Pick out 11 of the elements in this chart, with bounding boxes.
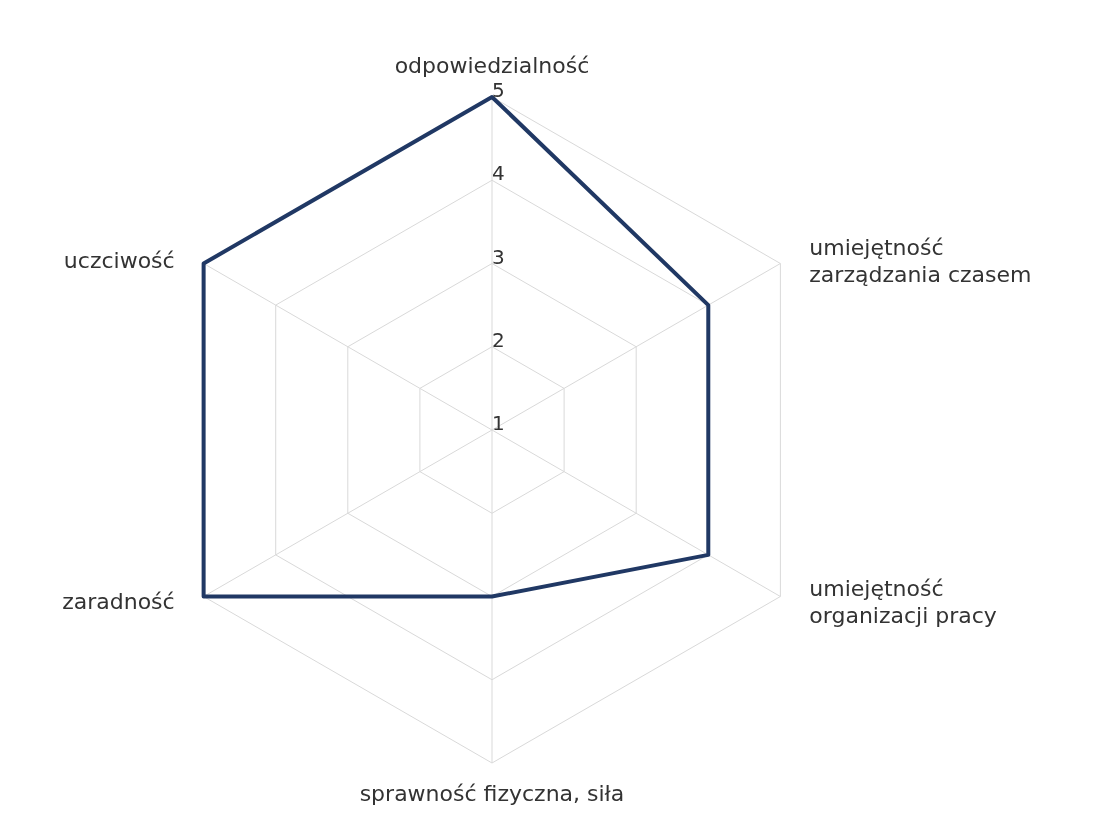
y-tick-label: 3: [492, 244, 505, 269]
spoke-label: sprawność fizyczna, siła: [359, 781, 625, 806]
y-tick-label: 1: [492, 411, 505, 435]
spoke-label: zaradność: [62, 588, 175, 614]
spoke-label: uczciwość: [63, 247, 175, 273]
y-tick-label: 4: [492, 161, 505, 186]
spoke-label: umiejętność organizacji pracy: [809, 575, 997, 628]
y-tick-label: 5: [492, 78, 505, 102]
y-tick-label: 2: [492, 327, 505, 352]
spoke-label: odpowiedzialność: [394, 53, 590, 78]
spoke-label: umiejętność zarządzania czasem: [809, 234, 1032, 287]
